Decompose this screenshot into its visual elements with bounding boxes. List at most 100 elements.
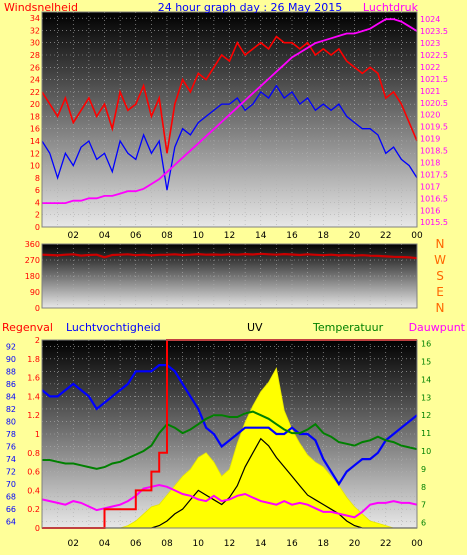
y-tick-label: 26: [30, 63, 40, 72]
pressure-label: Luchtdruk: [363, 1, 419, 14]
y-tick-label: 0.6: [27, 468, 40, 477]
y-tick-label: 1023: [420, 39, 440, 48]
temperature-line: [42, 410, 418, 470]
y-tick-label: 8: [421, 483, 426, 492]
direction-series: [41, 252, 418, 260]
y-tick-label: 34: [30, 14, 40, 23]
compass-label: N: [436, 237, 445, 251]
panel1-x-ticks: 02 04 06 08 10 12 14 16 18 20 22 00: [68, 231, 423, 241]
y-tick-label: 1024: [420, 15, 440, 24]
compass-label: W: [434, 253, 446, 267]
y-tick-label: 80: [6, 417, 16, 426]
y-tick-label: 32: [30, 26, 40, 35]
y-tick-label: 6: [35, 186, 40, 195]
y-tick-label: 1.8: [27, 355, 40, 364]
x-tick-label: 00: [411, 231, 423, 241]
x-tick-label: 20: [349, 231, 361, 241]
y-tick-label: 66: [6, 505, 16, 514]
y-tick-label: 24: [30, 76, 40, 85]
y-tick-label: 0.2: [27, 505, 40, 514]
x-tick-label: 12: [224, 231, 235, 241]
y-tick-label: 1018.5: [420, 147, 448, 156]
y-tick-label: 88: [6, 367, 16, 376]
y-tick-label: 92: [6, 342, 16, 351]
direction-line: [41, 252, 418, 260]
x-tick-label: 14: [255, 539, 267, 549]
y-tick-label: 2: [35, 211, 40, 220]
y-tick-label: 22: [30, 88, 40, 97]
y-tick-label: 0: [35, 304, 40, 313]
y-tick-label: 12: [30, 149, 40, 158]
x-tick-label: 08: [161, 539, 173, 549]
y-tick-label: 360: [25, 240, 40, 249]
x-tick-label: 02: [68, 231, 79, 241]
y-tick-label: 15: [421, 357, 431, 366]
y-tick-label: 14: [421, 375, 431, 384]
y-tick-label: 4: [35, 198, 40, 207]
y-tick-label: 0.4: [27, 486, 40, 495]
y-tick-label: 72: [6, 468, 16, 477]
wind-line: [41, 84, 418, 191]
x-tick-label: 16: [286, 231, 298, 241]
x-tick-label: 14: [255, 231, 267, 241]
uv-label: UV: [247, 321, 263, 334]
compass-label: S: [436, 269, 444, 283]
y-tick-label: 1016: [420, 206, 440, 215]
x-tick-label: 10: [193, 231, 205, 241]
x-tick-label: 18: [318, 539, 330, 549]
x-tick-label: 04: [99, 539, 111, 549]
y-tick-label: 86: [6, 380, 16, 389]
y-tick-label: 90: [30, 288, 40, 297]
y-tick-label: 1021: [420, 87, 440, 96]
y-tick-label: 14: [30, 137, 40, 146]
y-tick-label: 0: [35, 524, 40, 533]
y-tick-label: 1020: [420, 111, 440, 120]
y-tick-label: 74: [6, 455, 16, 464]
x-tick-label: 10: [193, 539, 205, 549]
y-tick-label: 1022.5: [420, 51, 448, 60]
panel3-x-ticks: 02 04 06 08 10 12 14 16 18 20 22 00: [68, 539, 423, 549]
wind-label: Windsnelheid: [4, 1, 78, 14]
pressure-line: [42, 18, 418, 204]
x-tick-label: 00: [411, 539, 423, 549]
pressure-y-ticks: 1015.5 1016 1016.5 1017 1017.5 1018 1018.5 1019…: [420, 15, 448, 227]
y-tick-label: 1021.5: [420, 75, 448, 84]
y-tick-label: 0: [35, 223, 40, 232]
graph-title: 24 hour graph day : 26 May 2015: [158, 1, 343, 14]
y-tick-label: 1018: [420, 159, 440, 168]
y-tick-label: 1017.5: [420, 170, 448, 179]
x-tick-label: 22: [380, 231, 391, 241]
humidity-label: Luchtvochtigheid: [66, 321, 161, 334]
y-tick-label: 70: [6, 480, 16, 489]
y-tick-label: 10: [421, 447, 431, 456]
y-tick-label: 28: [30, 51, 40, 60]
rain-y-ticks: 0 0.2 0.4 0.6 0.8 1 1.2 1.4 1.6 1.8 2: [27, 336, 40, 533]
temperature-label: Temperatuur: [312, 321, 384, 334]
compass-label: N: [436, 301, 445, 315]
y-tick-label: 84: [6, 392, 16, 401]
x-tick-label: 22: [380, 539, 391, 549]
y-tick-label: 82: [6, 405, 16, 414]
x-tick-label: 04: [99, 231, 111, 241]
dewpoint-label: Dauwpunt: [409, 321, 466, 334]
y-tick-label: 1015.5: [420, 218, 448, 227]
wind-pressure-plot-area: [42, 12, 417, 227]
y-tick-label: 68: [6, 493, 16, 502]
y-tick-label: 6: [421, 519, 426, 528]
y-tick-label: 1.2: [27, 411, 40, 420]
y-tick-label: 7: [421, 501, 426, 510]
y-tick-label: 270: [25, 256, 40, 265]
y-tick-label: 1: [35, 430, 40, 439]
y-tick-label: 16: [421, 340, 431, 349]
humidity-y-ticks: 64 66 68 70 72 74 76 78 80 82 84 86 88 90 92: [6, 342, 16, 526]
x-tick-label: 16: [286, 539, 298, 549]
x-tick-label: 06: [130, 539, 142, 549]
y-tick-label: 1023.5: [420, 27, 448, 36]
y-tick-label: 1019.5: [420, 123, 448, 132]
direction-y-ticks: 360 270 180 90 0: [25, 240, 40, 313]
wind-pressure-series: [41, 18, 418, 204]
y-tick-label: 78: [6, 430, 16, 439]
